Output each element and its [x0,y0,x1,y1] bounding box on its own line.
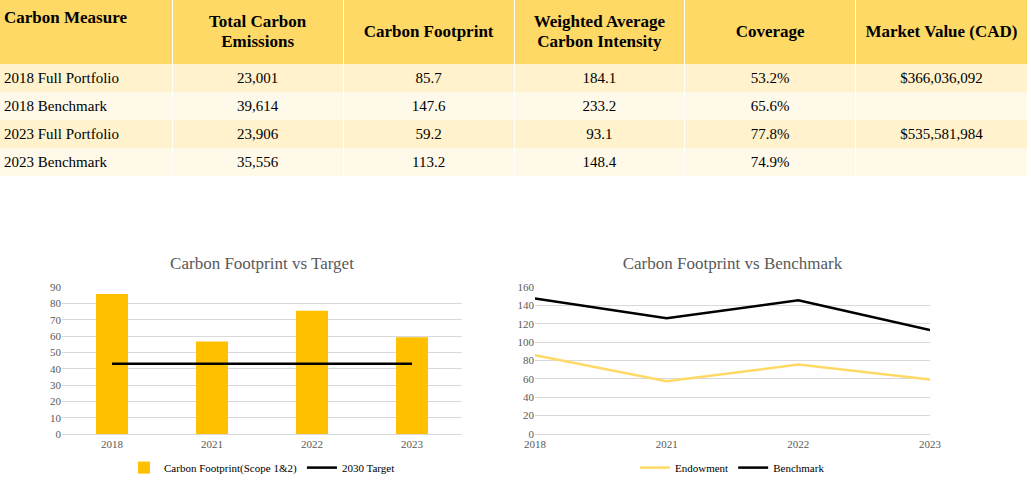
svg-text:120: 120 [518,318,535,330]
html-text:Total Carbon Emissions: Total Carbon Emissions [209,12,307,51]
html-text:148.4: 148.4 [582,153,617,170]
html-text:74.9%: 74.9% [750,153,790,170]
svg-text:100: 100 [518,336,535,348]
html-text:Market Value (CAD): Market Value (CAD) [865,22,1018,41]
html-text:35,556: 35,556 [237,153,279,170]
html-text:Carbon Measure: Carbon Measure [4,8,127,27]
svg-text:60: 60 [523,373,535,385]
svg-text:10: 10 [50,412,62,424]
svg-text:2022: 2022 [301,438,323,450]
svg-text:20: 20 [50,395,62,407]
svg-text:20: 20 [523,409,535,421]
html-text:Coverage: Coverage [735,22,805,41]
html-text:59.2: 59.2 [415,125,442,142]
svg-text:0: 0 [529,428,535,440]
html-text:113.2: 113.2 [412,153,446,170]
html-text:2018 Full Portfolio: 2018 Full Portfolio [4,69,119,86]
svg-text:40: 40 [50,363,62,375]
svg-text:2018: 2018 [101,438,124,450]
html-text:2018 Benchmark: 2018 Benchmark [4,97,107,114]
svg-text:2018: 2018 [524,438,547,450]
html-text:147.6: 147.6 [411,97,446,114]
html-text:93.1: 93.1 [586,125,613,142]
html-text:Carbon Footprint: Carbon Footprint [363,22,494,41]
html-text:2023 Benchmark: 2023 Benchmark [4,153,107,170]
html-text:233.2: 233.2 [582,97,617,114]
svg-text:Endowment: Endowment [675,462,728,474]
svg-text:140: 140 [518,299,535,311]
html-text:23,906: 23,906 [237,125,279,142]
html-text:85.7: 85.7 [415,69,442,86]
html-text:23,001: 23,001 [237,69,279,86]
svg-text:Carbon Footprint vs Benchmark: Carbon Footprint vs Benchmark [623,254,843,273]
html-text:184.1: 184.1 [582,69,617,86]
html-text:$366,036,092: $366,036,092 [900,69,983,86]
svg-text:50: 50 [50,346,62,358]
svg-text:90: 90 [50,281,62,293]
svg-text:2021: 2021 [201,438,223,450]
svg-text:2023: 2023 [919,438,942,450]
svg-text:2030 Target: 2030 Target [342,462,394,474]
svg-text:80: 80 [50,297,62,309]
html-text:77.8%: 77.8% [750,125,790,142]
svg-text:160: 160 [518,281,535,293]
html-text:65.6%: 65.6% [750,97,790,114]
svg-text:80: 80 [523,354,535,366]
svg-text:Carbon Footprint vs Target: Carbon Footprint vs Target [170,254,354,273]
svg-text:Benchmark: Benchmark [773,462,824,474]
svg-text:60: 60 [50,330,62,342]
svg-text:70: 70 [50,314,62,326]
svg-text:30: 30 [50,379,62,391]
html-text:Weighted Average Carbon Intens: Weighted Average Carbon Intensity [533,12,666,51]
html-text:2023 Full Portfolio: 2023 Full Portfolio [4,125,119,142]
svg-text:40: 40 [523,391,535,403]
svg-text:2022: 2022 [787,438,809,450]
svg-text:2023: 2023 [401,438,424,450]
html-text:53.2%: 53.2% [750,69,790,86]
svg-text:2021: 2021 [656,438,678,450]
html-text:$535,581,984: $535,581,984 [900,125,983,142]
svg-text:0: 0 [56,428,62,440]
svg-text:Carbon Footprint(Scope 1&2): Carbon Footprint(Scope 1&2) [164,462,297,475]
html-text:39,614: 39,614 [237,97,279,114]
